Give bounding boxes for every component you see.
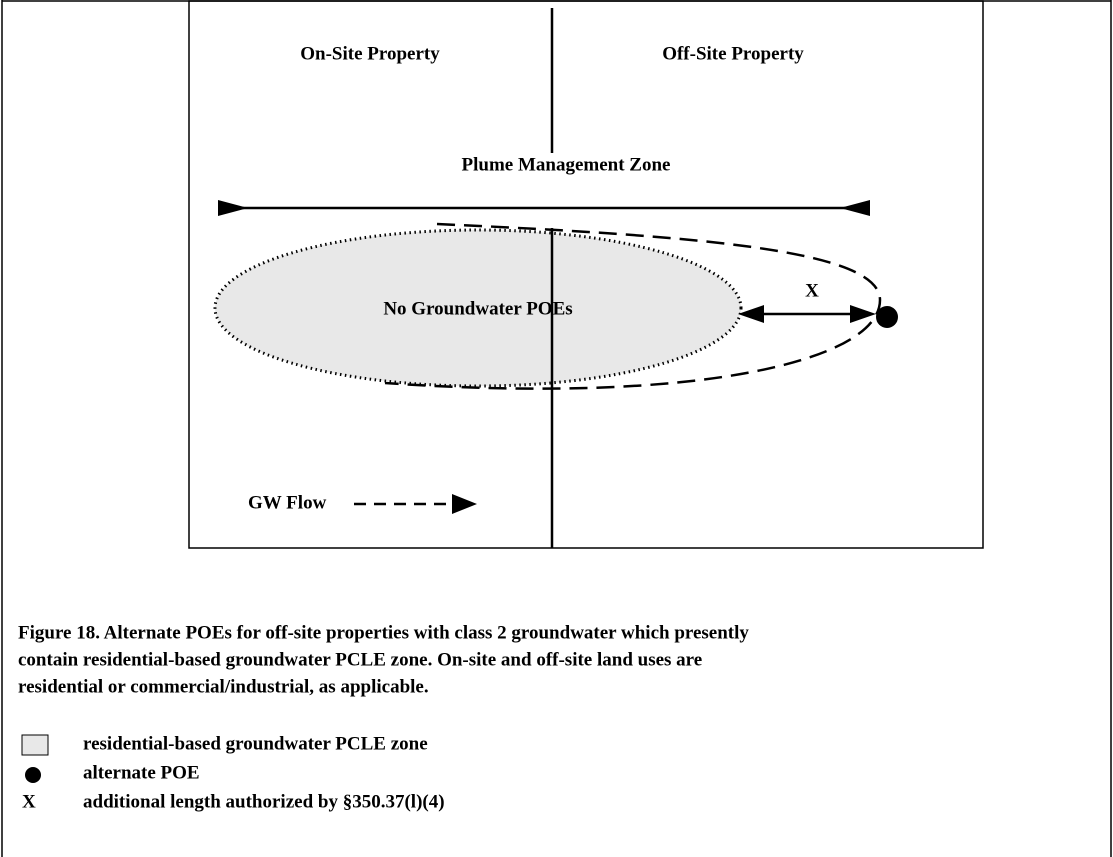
flow-label: GW Flow xyxy=(248,492,327,513)
site-box xyxy=(188,0,984,549)
legend-label: alternate POE xyxy=(83,762,200,783)
plume-label: No Groundwater POEs xyxy=(383,298,572,319)
region-label: Off-Site Property xyxy=(662,43,804,64)
legend-label: residential-based groundwater PCLE zone xyxy=(83,733,428,754)
pcle-zone xyxy=(213,228,743,388)
legend-label: additional length authorized by §350.37(… xyxy=(83,791,445,812)
flow-arrowhead xyxy=(452,494,477,514)
caption-line: Figure 18. Alternate POEs for off-site p… xyxy=(18,622,749,643)
distance-label: X xyxy=(805,280,819,301)
legend-dot xyxy=(25,767,41,783)
caption-line: residential or commercial/industrial, as… xyxy=(18,676,429,697)
legend-symbol: X xyxy=(22,791,36,812)
legend-swatch xyxy=(21,734,49,756)
alternate-poe xyxy=(876,306,898,328)
caption-line: contain residential-based groundwater PC… xyxy=(18,649,702,670)
region-label: On-Site Property xyxy=(300,43,440,64)
plume-boundary xyxy=(384,222,882,390)
zone-label: Plume Management Zone xyxy=(462,154,671,175)
